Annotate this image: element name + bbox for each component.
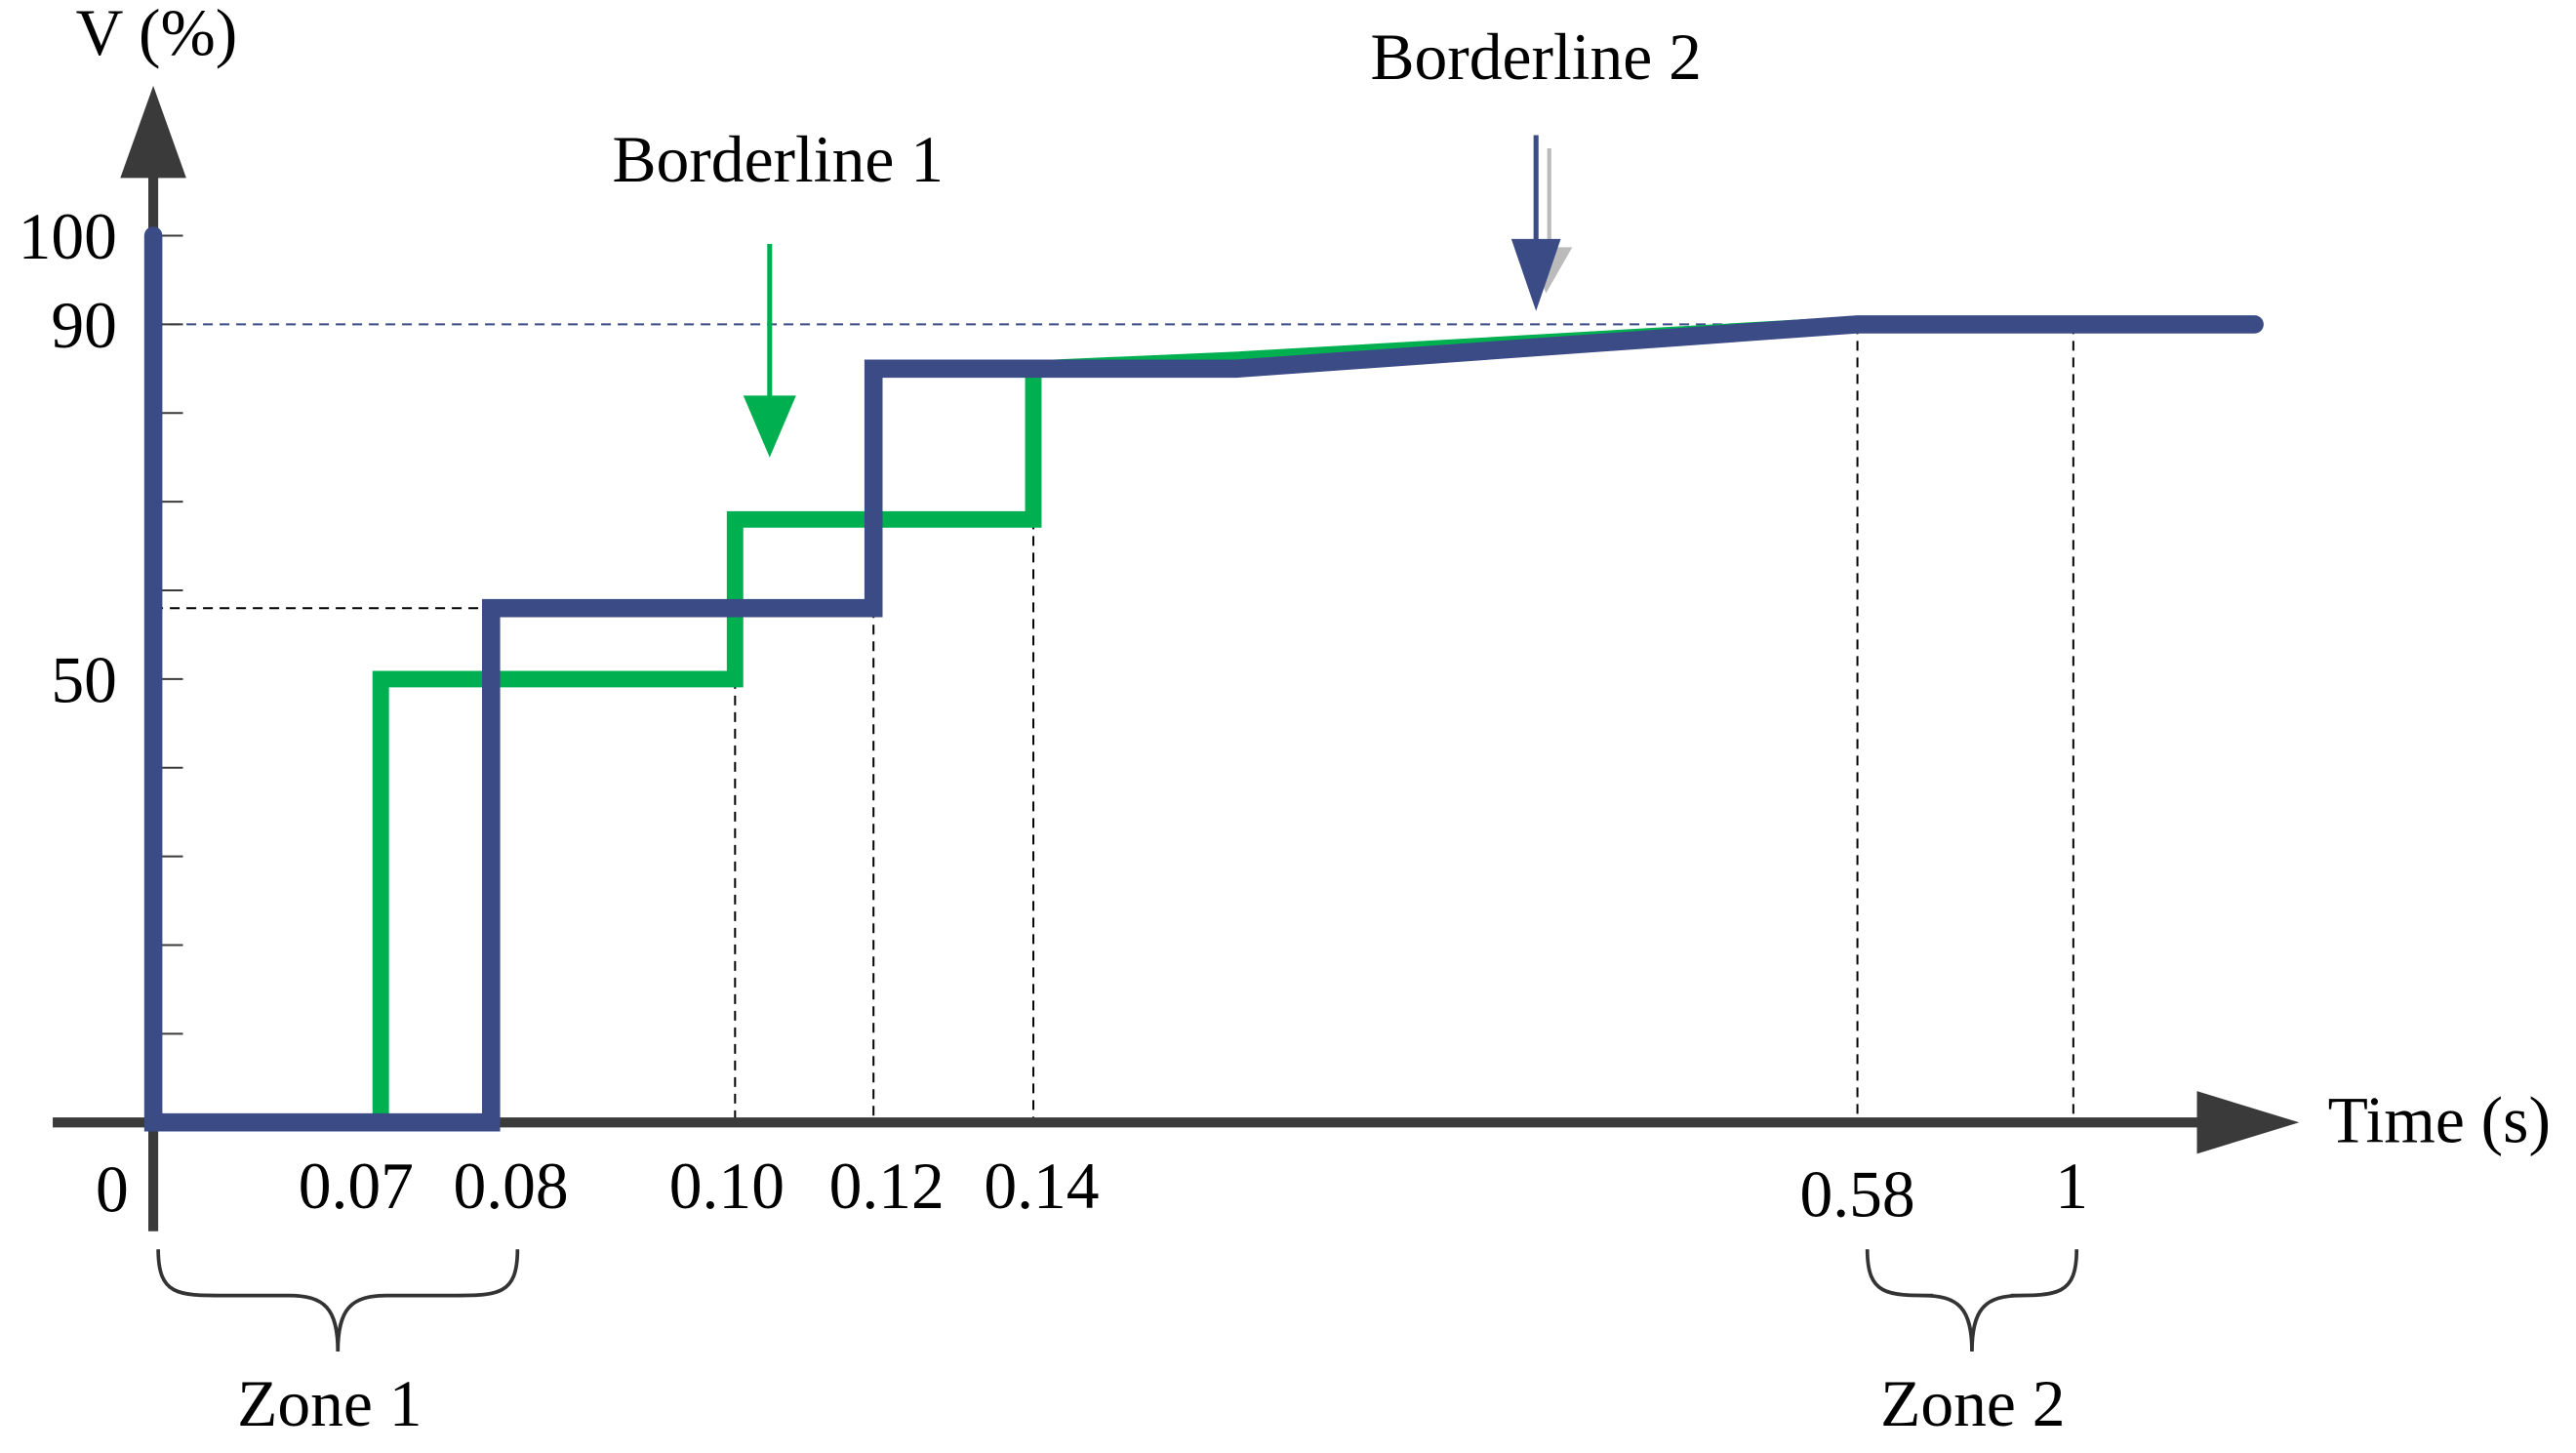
x-tick-label-3: 0.10: [669, 1150, 785, 1223]
y-tick-label-1: 90: [51, 289, 117, 362]
reference-lines: [153, 323, 2074, 1123]
zone-brace-1: [1865, 1249, 2079, 1352]
x-tick-label-0: 0: [96, 1152, 129, 1226]
x-tick-label-2: 0.08: [453, 1150, 568, 1223]
series-line-1: [143, 226, 2264, 1132]
x-axis-title: Time (s): [2328, 1084, 2551, 1157]
zone-label-0: Zone 1: [237, 1367, 422, 1440]
x-tick-label-5: 0.14: [984, 1150, 1099, 1223]
annotation-label-1: Borderline 2: [1370, 20, 1702, 94]
zone-brace-0: [156, 1249, 520, 1352]
labels: V (%) Time (s) 100 90 50 0 0.07 0.08 0.10 0.12 0.1…: [19, 0, 2551, 1231]
x-tick-label-7: 1: [2055, 1150, 2088, 1223]
x-axis-arrow-icon: [2196, 1091, 2300, 1154]
x-tick-label-4: 0.12: [829, 1150, 945, 1223]
annotation-arrow-head-1: [1510, 238, 1561, 311]
annotation-label-0: Borderline 1: [612, 123, 944, 196]
annotations: Borderline 1 Borderline 2: [612, 20, 1702, 458]
zone-label-1: Zone 2: [1880, 1367, 2065, 1440]
y-tick-label-2: 50: [51, 644, 117, 717]
x-tick-label-1: 0.07: [299, 1150, 414, 1223]
zones: Zone 1 Zone 2: [156, 1249, 2079, 1440]
axes: [53, 85, 2300, 1231]
y-axis-title: V (%): [76, 0, 238, 69]
y-axis-arrow-icon: [120, 85, 186, 179]
series: [143, 226, 2264, 1132]
x-tick-label-6: 0.58: [1799, 1158, 1914, 1231]
annotation-arrow-head-0: [743, 395, 796, 458]
series-line-0: [372, 315, 2264, 1131]
y-tick-label-0: 100: [19, 200, 117, 273]
